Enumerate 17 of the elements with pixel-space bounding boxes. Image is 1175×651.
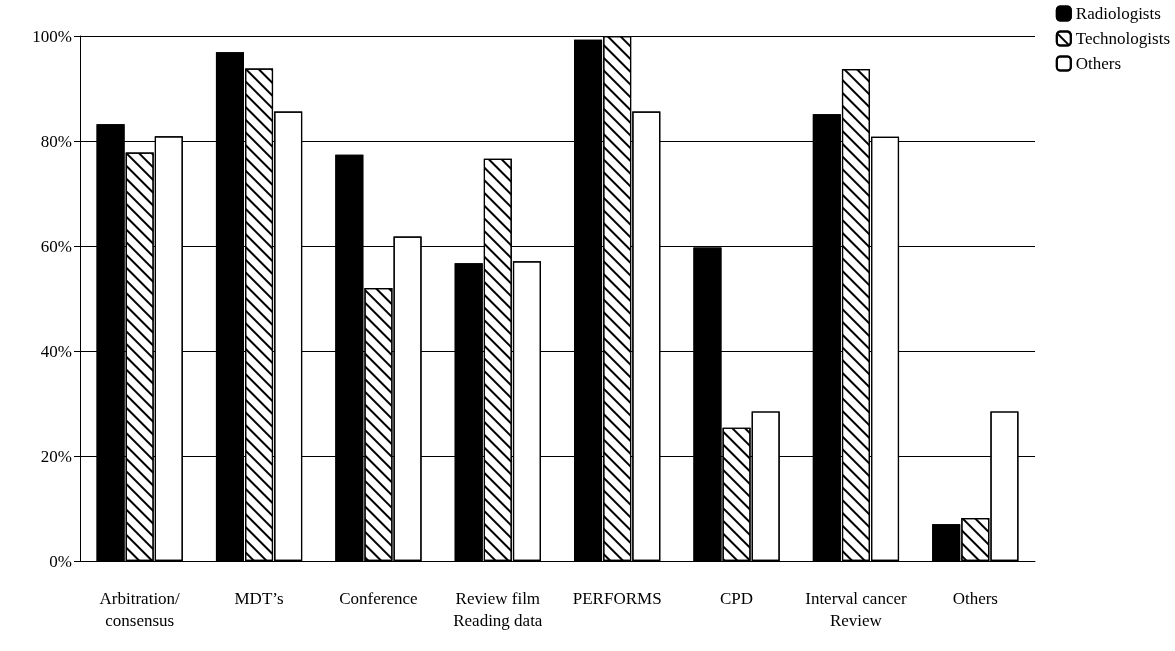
x-tick-label: Interval cancer Review [805,588,907,630]
y-tick-label: 80% [40,131,72,151]
legend-label: Radiologists [1075,4,1161,23]
y-tick-label: 0% [49,551,72,571]
x-tick-label: Conference [339,588,418,608]
x-tick-label: MDT’s [234,588,284,608]
y-tick-label: 40% [40,341,72,361]
x-tick-label: Review film Reading data [453,588,543,630]
legend-label: Others [1075,54,1122,73]
x-tick-label: Arbitration/ consensus [99,588,181,630]
x-tick-label: PERFORMS [572,588,662,608]
x-tick-label: CPD [720,588,754,608]
y-tick-label: 20% [40,446,72,466]
y-tick-label: 100% [32,26,72,46]
x-tick-label: Others [952,588,998,608]
legend-label: Technologists [1075,29,1171,48]
y-tick-label: 60% [40,236,72,256]
